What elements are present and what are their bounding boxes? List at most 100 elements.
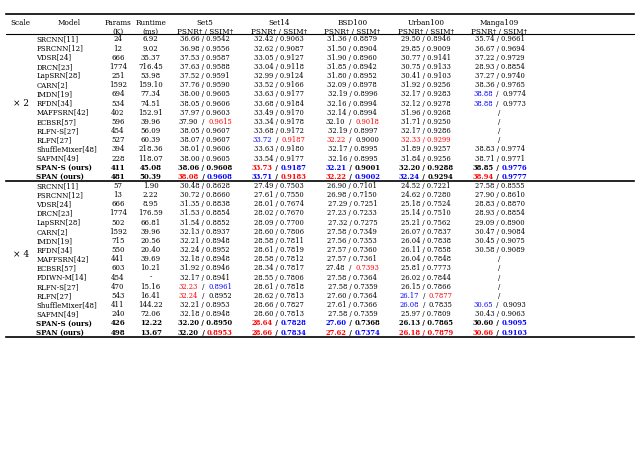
Text: 26.15 / 0.7866: 26.15 / 0.7866 xyxy=(401,283,451,291)
Text: 32.20 / 0.9288: 32.20 / 0.9288 xyxy=(399,164,453,172)
Text: -: - xyxy=(150,274,152,282)
Text: 550: 550 xyxy=(111,246,125,254)
Text: LapSRN[28]: LapSRN[28] xyxy=(36,219,81,227)
Text: /: / xyxy=(494,329,501,337)
Text: /: / xyxy=(499,118,500,126)
Text: 32.20: 32.20 xyxy=(178,329,199,337)
Text: × 2: × 2 xyxy=(13,99,29,108)
Text: 26.98 / 0.7150: 26.98 / 0.7150 xyxy=(328,191,377,199)
Text: Set14
PSNR† / SSIM†: Set14 PSNR† / SSIM† xyxy=(251,19,307,36)
Text: /: / xyxy=(494,173,501,181)
Text: 13.67: 13.67 xyxy=(140,329,162,337)
Text: 32.18 / 0.8948: 32.18 / 0.8948 xyxy=(180,310,230,318)
Text: DRCN[23]: DRCN[23] xyxy=(36,63,73,71)
Text: Manga109
PSNR† / SSIM†: Manga109 PSNR† / SSIM† xyxy=(472,19,527,36)
Text: Params
(K): Params (K) xyxy=(104,19,131,36)
Text: 27.58 / 0.7349: 27.58 / 0.7349 xyxy=(328,228,377,236)
Text: 28.93 / 0.8854: 28.93 / 0.8854 xyxy=(475,210,524,218)
Text: 30.58 / 0.9089: 30.58 / 0.9089 xyxy=(475,246,524,254)
Text: 30.75 / 0.9133: 30.75 / 0.9133 xyxy=(401,63,451,71)
Text: RFDN[34]: RFDN[34] xyxy=(36,100,72,108)
Text: 441: 441 xyxy=(111,255,125,263)
Text: /: / xyxy=(499,292,500,300)
Text: 32.16 / 0.8994: 32.16 / 0.8994 xyxy=(328,100,377,108)
Text: 0.8952: 0.8952 xyxy=(208,292,232,300)
Text: 26.08: 26.08 xyxy=(399,301,419,309)
Text: 32.19 / 0.8996: 32.19 / 0.8996 xyxy=(328,90,377,98)
Text: 29.50 / 0.8946: 29.50 / 0.8946 xyxy=(401,35,451,43)
Text: DRCN[23]: DRCN[23] xyxy=(36,210,73,218)
Text: 33.63 / 0.9180: 33.63 / 0.9180 xyxy=(253,145,304,153)
Text: VDSR[24]: VDSR[24] xyxy=(36,200,72,208)
Text: 27.58 / 0.7359: 27.58 / 0.7359 xyxy=(328,283,377,291)
Text: 28.60 / 0.7806: 28.60 / 0.7806 xyxy=(253,228,304,236)
Text: 30.41 / 0.9103: 30.41 / 0.9103 xyxy=(401,72,451,80)
Text: 27.58 / 0.8555: 27.58 / 0.8555 xyxy=(475,182,524,190)
Text: /: / xyxy=(200,329,207,337)
Text: 13: 13 xyxy=(113,191,122,199)
Text: 66.81: 66.81 xyxy=(141,219,161,227)
Text: 38.71 / 0.9771: 38.71 / 0.9771 xyxy=(474,155,525,163)
Text: 38.83 / 0.9774: 38.83 / 0.9774 xyxy=(474,145,525,153)
Text: 0.9018: 0.9018 xyxy=(355,118,379,126)
Text: 31.90 / 0.8960: 31.90 / 0.8960 xyxy=(328,54,377,62)
Text: 0.9294: 0.9294 xyxy=(428,173,454,181)
Text: 27.56 / 0.7353: 27.56 / 0.7353 xyxy=(328,237,377,245)
Text: IMDN[19]: IMDN[19] xyxy=(36,237,72,245)
Text: /: / xyxy=(200,292,207,300)
Text: 31.50 / 0.8904: 31.50 / 0.8904 xyxy=(328,45,377,53)
Text: 0.7835: 0.7835 xyxy=(429,301,452,309)
Text: 470: 470 xyxy=(111,283,125,291)
Text: Set5
PSNR† / SSIM†: Set5 PSNR† / SSIM† xyxy=(177,19,233,36)
Text: /: / xyxy=(421,292,428,300)
Text: CARN[2]: CARN[2] xyxy=(36,81,68,89)
Text: 25.81 / 0.7773: 25.81 / 0.7773 xyxy=(401,265,451,273)
Text: 26.07 / 0.7837: 26.07 / 0.7837 xyxy=(401,228,451,236)
Text: 1774: 1774 xyxy=(109,210,127,218)
Text: 60.39: 60.39 xyxy=(141,136,161,144)
Text: RLFN-S[27]: RLFN-S[27] xyxy=(36,127,79,135)
Text: 38.08: 38.08 xyxy=(178,173,199,181)
Text: 33.68 / 0.9184: 33.68 / 0.9184 xyxy=(253,100,304,108)
Text: 31.80 / 0.8952: 31.80 / 0.8952 xyxy=(328,72,377,80)
Text: ShuffleMixer[48]: ShuffleMixer[48] xyxy=(36,145,97,153)
Text: 33.52 / 0.9166: 33.52 / 0.9166 xyxy=(254,81,303,89)
Text: 176.59: 176.59 xyxy=(138,210,163,218)
Text: RLFN[27]: RLFN[27] xyxy=(36,292,72,300)
Text: 36.66 / 0.9542: 36.66 / 0.9542 xyxy=(180,35,230,43)
Text: 35.37: 35.37 xyxy=(141,54,161,62)
Text: 27.58 / 0.7364: 27.58 / 0.7364 xyxy=(328,274,377,282)
Text: 0.7877: 0.7877 xyxy=(429,292,452,300)
Text: 33.68 / 0.9172: 33.68 / 0.9172 xyxy=(254,127,303,135)
Text: MAFFSRN[42]: MAFFSRN[42] xyxy=(36,109,89,117)
Text: 0.9774: 0.9774 xyxy=(502,90,526,98)
Text: 57: 57 xyxy=(113,182,122,190)
Text: 24.52 / 0.7221: 24.52 / 0.7221 xyxy=(401,182,451,190)
Text: 27.60: 27.60 xyxy=(325,320,346,328)
Text: 30.48 / 0.8628: 30.48 / 0.8628 xyxy=(180,182,230,190)
Text: 38.94: 38.94 xyxy=(472,173,493,181)
Text: /: / xyxy=(347,164,354,172)
Text: 33.73: 33.73 xyxy=(252,164,273,172)
Text: 32.09 / 0.8978: 32.09 / 0.8978 xyxy=(328,81,377,89)
Text: 38.01 / 0.9606: 38.01 / 0.9606 xyxy=(180,145,230,153)
Text: 28.55 / 0.7806: 28.55 / 0.7806 xyxy=(254,274,303,282)
Text: 36.67 / 0.9694: 36.67 / 0.9694 xyxy=(475,45,524,53)
Text: 228: 228 xyxy=(111,155,125,163)
Text: 1592: 1592 xyxy=(109,81,127,89)
Text: 37.76 / 0.9590: 37.76 / 0.9590 xyxy=(180,81,230,89)
Text: 27.57 / 0.7360: 27.57 / 0.7360 xyxy=(328,246,377,254)
Text: 31.92 / 0.8946: 31.92 / 0.8946 xyxy=(180,265,230,273)
Text: 38.88: 38.88 xyxy=(473,100,493,108)
Text: 411: 411 xyxy=(111,301,125,309)
Text: 20.40: 20.40 xyxy=(141,246,161,254)
Text: /: / xyxy=(421,301,428,309)
Text: 39.96: 39.96 xyxy=(141,118,161,126)
Text: 26.11 / 0.7858: 26.11 / 0.7858 xyxy=(401,246,451,254)
Text: Urban100
PSNR† / SSIM†: Urban100 PSNR† / SSIM† xyxy=(398,19,454,36)
Text: 39.96: 39.96 xyxy=(141,228,161,236)
Text: /: / xyxy=(273,320,280,328)
Text: 716.45: 716.45 xyxy=(138,63,163,71)
Text: 0.7374: 0.7374 xyxy=(355,329,380,337)
Text: 27.23 / 0.7233: 27.23 / 0.7233 xyxy=(328,210,377,218)
